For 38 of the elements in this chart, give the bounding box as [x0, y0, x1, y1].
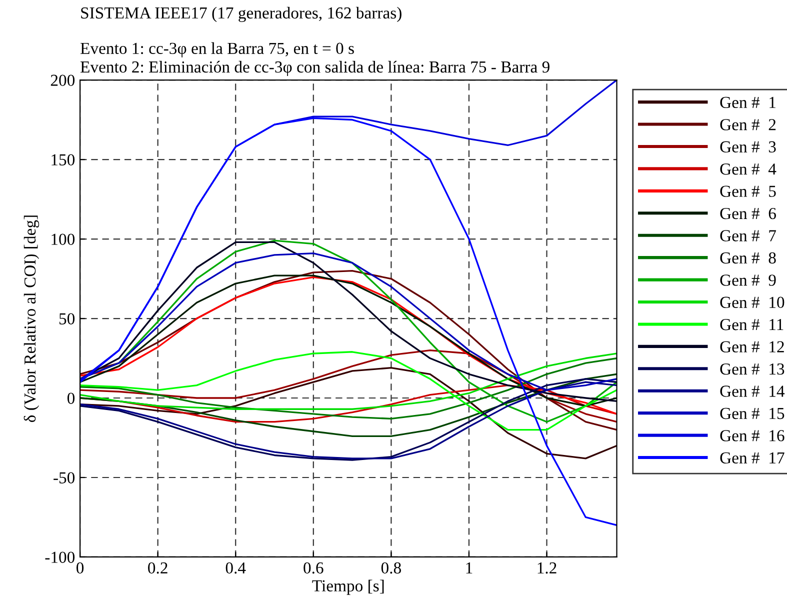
x-tick-label: 0.2: [148, 562, 168, 574]
legend-label: Gen # 7: [720, 230, 776, 242]
line-series: [80, 117, 617, 526]
line-series: [80, 373, 617, 437]
line-series: [80, 352, 617, 410]
legend-label: Gen # 2: [720, 119, 776, 130]
y-tick-label: 200: [50, 74, 75, 86]
y-tick-label: -100: [45, 552, 75, 563]
x-tick-label: 1: [466, 562, 472, 574]
legend-label: Gen # 13: [720, 363, 784, 375]
chart-subtitle: Evento 1: cc-3φ en la Barra 75, en t = 0 s Evento 2: Eliminación de cc-3φ con salida de línea: Barra 75 - Barra 9: [80, 42, 550, 76]
y-tick-label: -50: [54, 472, 75, 484]
chart-title: SISTEMA IEEE17 (17 generadores, 162 barras): [81, 6, 402, 22]
legend-label: Gen # 12: [720, 341, 784, 352]
legend-label: Gen # 17: [720, 452, 784, 464]
y-tick-label: 150: [52, 154, 75, 166]
y-tick-label: 50: [59, 313, 75, 324]
x-tick-label: 0: [76, 562, 84, 574]
legend-label: Gen # 3: [720, 141, 776, 152]
x-axis-title: Tiempo [s]: [312, 580, 384, 595]
legend-label: Gen # 6: [720, 208, 776, 220]
legend-label: Gen # 16: [720, 430, 784, 442]
legend-label: Gen # 4: [720, 164, 776, 175]
legend-label: Gen # 5: [720, 186, 776, 197]
legend-label: Gen # 9: [720, 274, 776, 286]
legend-label: Gen # 15: [720, 408, 784, 420]
legend-label: Gen # 1: [720, 96, 776, 108]
legend-label: Gen # 10: [720, 296, 784, 308]
y-axis-title: δ (Valor Relativo al COI) [deg]: [24, 216, 40, 422]
y-tick-label: 100: [52, 234, 75, 245]
legend-label: Gen # 8: [720, 252, 776, 264]
x-tick-label: 0.8: [381, 562, 401, 574]
x-tick-label: 0.4: [226, 562, 246, 574]
x-tick-label: 1.2: [538, 562, 556, 574]
x-tick-label: 0.6: [304, 562, 324, 574]
legend-label: Gen # 14: [720, 386, 785, 397]
legend-label: Gen # 11: [720, 319, 784, 330]
y-tick-label: 0: [67, 392, 75, 404]
